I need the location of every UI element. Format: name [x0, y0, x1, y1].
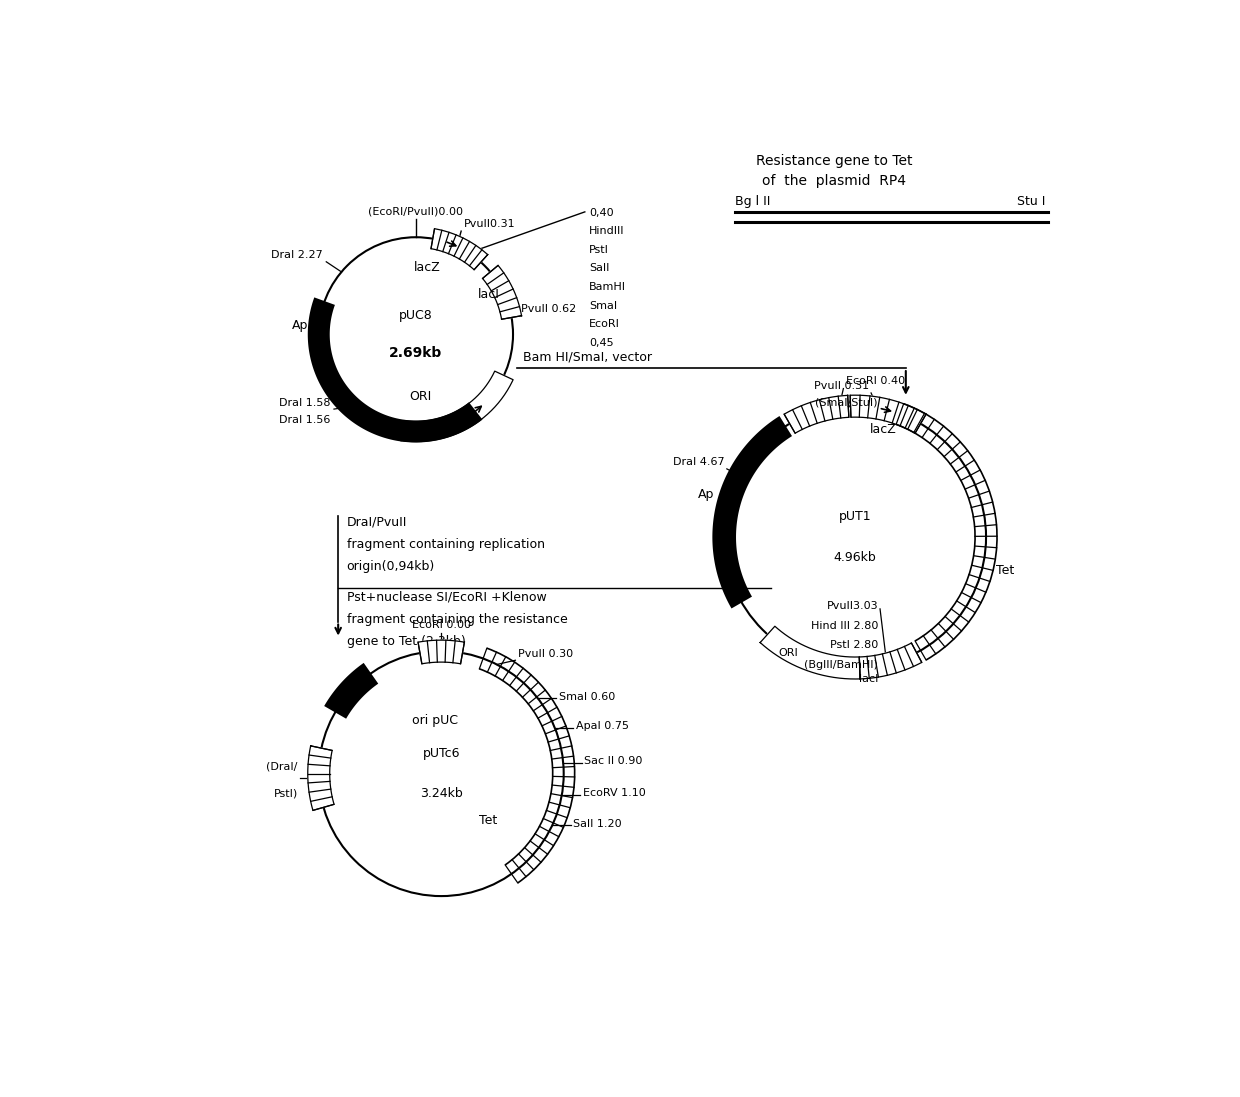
Text: EcoRI 0.40: EcoRI 0.40 [846, 376, 905, 386]
Polygon shape [324, 663, 378, 719]
Text: PvuII 0.31: PvuII 0.31 [815, 382, 869, 392]
Text: Sac II 0.90: Sac II 0.90 [584, 756, 642, 766]
Text: origin(0,94kb): origin(0,94kb) [347, 559, 435, 573]
Polygon shape [432, 228, 487, 270]
Text: DraI 1.56: DraI 1.56 [279, 415, 331, 425]
Text: Ap: Ap [698, 488, 714, 501]
Text: lacZ: lacZ [870, 423, 897, 437]
Text: PvuII3.03: PvuII3.03 [827, 601, 878, 611]
Text: SmaI: SmaI [589, 301, 618, 310]
Text: lacI: lacI [477, 287, 500, 301]
Text: EcoRI 0.00: EcoRI 0.00 [412, 620, 471, 630]
Polygon shape [401, 371, 513, 442]
Text: SalI: SalI [589, 263, 609, 273]
Text: PvuII 0.30: PvuII 0.30 [518, 649, 573, 659]
Text: (BglII/BamHI): (BglII/BamHI) [805, 660, 878, 670]
Polygon shape [308, 297, 482, 442]
Polygon shape [851, 395, 926, 433]
Text: (DraI/: (DraI/ [267, 761, 298, 771]
Text: 3.24kb: 3.24kb [420, 788, 463, 801]
Text: fragment containing the resistance: fragment containing the resistance [347, 613, 568, 626]
Text: of  the  plasmid  RP4: of the plasmid RP4 [763, 173, 906, 188]
Text: pUC8: pUC8 [399, 309, 433, 323]
Text: fragment containing replication: fragment containing replication [347, 538, 544, 551]
Text: ORI: ORI [409, 389, 432, 403]
Text: BamHI: BamHI [589, 282, 626, 292]
Text: EcoRI: EcoRI [589, 319, 620, 329]
Text: ApaI 0.75: ApaI 0.75 [575, 721, 629, 731]
Text: Tet: Tet [996, 564, 1014, 577]
Text: DraI/PvuII: DraI/PvuII [347, 516, 407, 529]
Text: 2.69kb: 2.69kb [389, 346, 443, 360]
Polygon shape [308, 746, 334, 811]
Text: lacI: lacI [859, 675, 878, 685]
Text: PstI): PstI) [274, 788, 298, 798]
Text: SalI 1.20: SalI 1.20 [573, 818, 622, 828]
Text: 0,45: 0,45 [589, 338, 614, 348]
Text: Pst+nuclease SI/EcoRI +Klenow: Pst+nuclease SI/EcoRI +Klenow [347, 590, 547, 603]
Text: Tet: Tet [479, 814, 497, 826]
Text: 0,40: 0,40 [589, 207, 614, 217]
Polygon shape [712, 416, 792, 609]
Text: pUTc6: pUTc6 [423, 747, 460, 760]
Text: PvuII0.31: PvuII0.31 [464, 219, 516, 229]
Text: lacZ: lacZ [414, 261, 440, 273]
Text: Bg l II: Bg l II [735, 195, 770, 208]
Text: PstI: PstI [589, 245, 609, 255]
Polygon shape [482, 265, 522, 319]
Text: PstI 2.80: PstI 2.80 [830, 641, 878, 651]
Text: SmaI 0.60: SmaI 0.60 [559, 691, 615, 701]
Polygon shape [784, 395, 849, 433]
Polygon shape [859, 643, 921, 679]
Text: ori pUC: ori pUC [412, 714, 458, 727]
Text: Resistance gene to Tet: Resistance gene to Tet [755, 155, 913, 168]
Text: gene to Tet (2,3kb): gene to Tet (2,3kb) [347, 635, 465, 648]
Text: 4.96kb: 4.96kb [833, 551, 877, 564]
Text: Stu I: Stu I [1017, 195, 1045, 208]
Text: Ap: Ap [293, 319, 309, 332]
Text: DraI 1.58: DraI 1.58 [279, 398, 331, 408]
Text: DraI 2.27: DraI 2.27 [272, 250, 322, 260]
Text: Bam HI/SmaI, vector: Bam HI/SmaI, vector [523, 350, 652, 363]
Text: (EcoRI/PvuII)0.00: (EcoRI/PvuII)0.00 [368, 206, 464, 216]
Text: Hind III 2.80: Hind III 2.80 [811, 621, 878, 631]
Text: HindIII: HindIII [589, 226, 625, 236]
Text: (SmaI/StuI): (SmaI/StuI) [815, 397, 877, 407]
Text: EcoRV 1.10: EcoRV 1.10 [583, 788, 646, 799]
Text: pUT1: pUT1 [838, 510, 872, 523]
Polygon shape [418, 641, 465, 664]
Text: PvuII 0.62: PvuII 0.62 [521, 304, 577, 315]
Polygon shape [760, 626, 861, 679]
Text: ORI: ORI [777, 648, 797, 658]
Text: DraI 4.67: DraI 4.67 [672, 457, 724, 467]
